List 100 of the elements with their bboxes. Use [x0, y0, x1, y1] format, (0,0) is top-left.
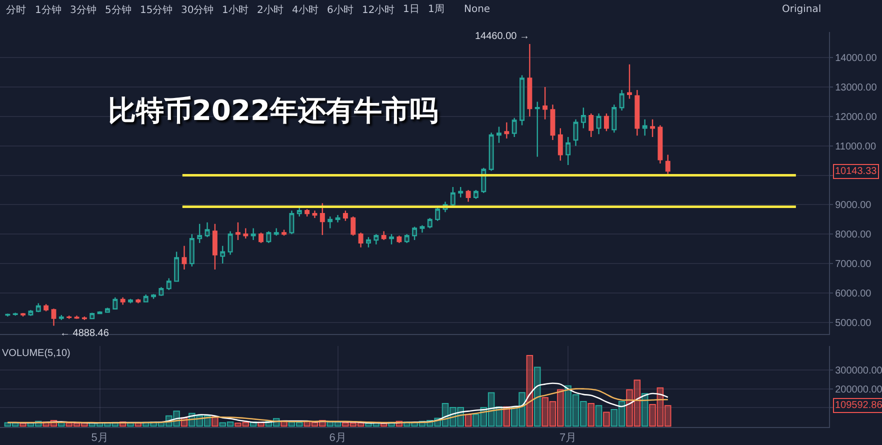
candlestick — [458, 186, 464, 198]
candlestick — [550, 104, 556, 141]
candlestick — [335, 214, 340, 223]
candlestick — [128, 298, 133, 304]
candlestick — [20, 312, 26, 318]
candlestick — [143, 294, 148, 303]
bar — [557, 389, 564, 427]
text: 1小时 — [222, 4, 248, 16]
candlestick — [112, 296, 118, 310]
candlestick — [174, 251, 180, 282]
candlestick — [488, 132, 494, 172]
candlestick — [580, 107, 586, 129]
text: 4小时 — [292, 4, 318, 16]
candlestick — [312, 210, 318, 219]
text: 1分钟 — [35, 4, 62, 16]
candlestick — [266, 230, 272, 244]
bar — [488, 392, 495, 427]
candlestick — [182, 245, 187, 270]
candlestick — [304, 208, 310, 218]
candlestick — [66, 315, 72, 320]
text: 6小时 — [327, 4, 354, 16]
bar — [564, 385, 572, 427]
bar — [618, 400, 626, 427]
bar — [664, 405, 672, 427]
candlestick — [120, 296, 126, 306]
annotation: ← 4888.46 — [60, 328, 110, 339]
candlestick — [282, 229, 287, 236]
bar — [603, 412, 610, 427]
candlestick — [396, 235, 402, 244]
x-tick-label: 5月 — [91, 432, 108, 444]
bar — [526, 355, 534, 427]
y-tick-label: 6000.00 — [835, 288, 872, 300]
bar — [4, 422, 12, 427]
candlestick — [466, 189, 471, 202]
candlestick — [358, 232, 364, 248]
candlestick — [220, 245, 226, 264]
text: 比特币2022年还有牛市吗 — [108, 94, 438, 127]
bar — [226, 421, 234, 427]
candlestick — [289, 210, 294, 235]
bar — [572, 394, 580, 427]
candlestick — [566, 136, 571, 166]
candlestick — [258, 232, 264, 244]
bar — [626, 389, 633, 427]
candlestick — [404, 234, 410, 244]
candlestick — [236, 222, 240, 241]
candlestick — [627, 64, 632, 100]
candlestick — [612, 104, 617, 134]
bar — [472, 414, 480, 427]
y-tick-label: 5000.00 — [835, 318, 872, 329]
candlestick — [427, 217, 432, 229]
candlestick — [381, 230, 386, 241]
candlestick — [51, 308, 56, 326]
text: 1日 — [403, 4, 420, 15]
candlestick — [350, 216, 356, 236]
y-tick-label: 12000.00 — [835, 112, 878, 123]
y-tick-label: 11000.00 — [835, 141, 876, 152]
bar — [542, 397, 548, 427]
candlestick — [328, 216, 333, 229]
y-tick-label: 13000.00 — [835, 82, 878, 94]
candlestick — [44, 304, 49, 312]
candlestick — [512, 117, 517, 138]
candlestick — [320, 202, 325, 236]
candlestick — [542, 86, 548, 120]
candlestick — [588, 112, 594, 138]
text: 12小时 — [362, 4, 395, 16]
y-tick-label: 14000.00 — [835, 53, 878, 64]
x-tick-label: 6月 — [329, 432, 346, 444]
y-tick-label: 9000.00 — [835, 200, 872, 212]
bar — [66, 422, 72, 427]
candlestick — [189, 234, 194, 268]
candlestick — [228, 230, 233, 256]
text: 15分钟 — [140, 4, 173, 16]
candlestick — [212, 223, 218, 270]
candlestick — [374, 234, 379, 246]
candlestick — [604, 112, 609, 132]
text: 5分钟 — [105, 4, 132, 16]
candlestick — [527, 43, 532, 118]
candlestick — [366, 236, 371, 248]
candlestick — [136, 298, 141, 304]
bar — [649, 404, 656, 427]
candlestick — [420, 224, 425, 234]
candlestick — [28, 309, 34, 317]
text: Original — [782, 4, 822, 15]
candlestick — [435, 207, 440, 222]
text: 30分钟 — [181, 4, 214, 16]
bar — [350, 422, 357, 427]
text: None — [464, 4, 490, 15]
candlestick — [58, 314, 64, 321]
candlestick — [90, 312, 95, 320]
candlestick — [36, 302, 41, 313]
text: 10143.33 — [835, 166, 878, 177]
bar — [588, 403, 594, 427]
y-tick-label: 7000.00 — [835, 259, 872, 270]
candlestick — [496, 126, 502, 144]
text: 109592.86 — [835, 400, 882, 411]
candlestick — [573, 118, 578, 146]
candlestick — [243, 228, 248, 240]
bar — [595, 405, 602, 427]
text: 1周 — [428, 4, 444, 15]
text: 3分钟 — [70, 4, 96, 16]
